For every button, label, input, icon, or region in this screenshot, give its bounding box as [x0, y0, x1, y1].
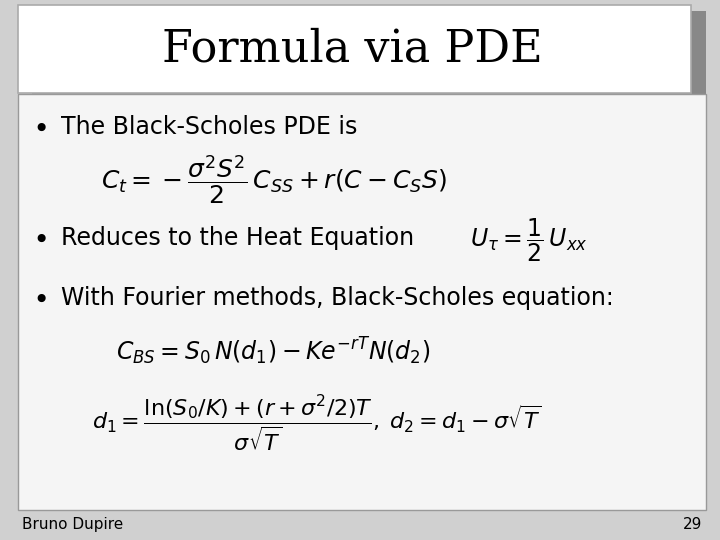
FancyBboxPatch shape — [18, 94, 706, 510]
Text: $\bullet$: $\bullet$ — [32, 224, 47, 252]
Text: $C_t = -\dfrac{\sigma^2 S^2}{2}\, C_{SS} + r(C - C_S S)$: $C_t = -\dfrac{\sigma^2 S^2}{2}\, C_{SS}… — [101, 154, 446, 207]
Text: Formula via PDE: Formula via PDE — [163, 27, 543, 70]
Text: 29: 29 — [683, 517, 702, 532]
Text: $\bullet$: $\bullet$ — [32, 284, 47, 312]
Text: $U_{\tau} = \dfrac{1}{2}\, U_{xx}$: $U_{\tau} = \dfrac{1}{2}\, U_{xx}$ — [470, 217, 588, 264]
FancyBboxPatch shape — [18, 5, 691, 93]
Text: Bruno Dupire: Bruno Dupire — [22, 517, 123, 532]
Text: $d_1 = \dfrac{\ln(S_0/K) + (r + \sigma^2/2)T}{\sigma\sqrt{T}},\; d_2 = d_1 - \si: $d_1 = \dfrac{\ln(S_0/K) + (r + \sigma^2… — [92, 394, 541, 454]
Text: Reduces to the Heat Equation: Reduces to the Heat Equation — [61, 226, 414, 249]
Text: $\bullet$: $\bullet$ — [32, 113, 47, 141]
Text: $C_{BS} = S_0\, N(d_1) - K e^{-rT} N(d_2)$: $C_{BS} = S_0\, N(d_1) - K e^{-rT} N(d_2… — [117, 335, 431, 367]
Text: With Fourier methods, Black-Scholes equation:: With Fourier methods, Black-Scholes equa… — [61, 286, 614, 310]
Text: The Black-Scholes PDE is: The Black-Scholes PDE is — [61, 115, 358, 139]
FancyBboxPatch shape — [32, 11, 706, 100]
